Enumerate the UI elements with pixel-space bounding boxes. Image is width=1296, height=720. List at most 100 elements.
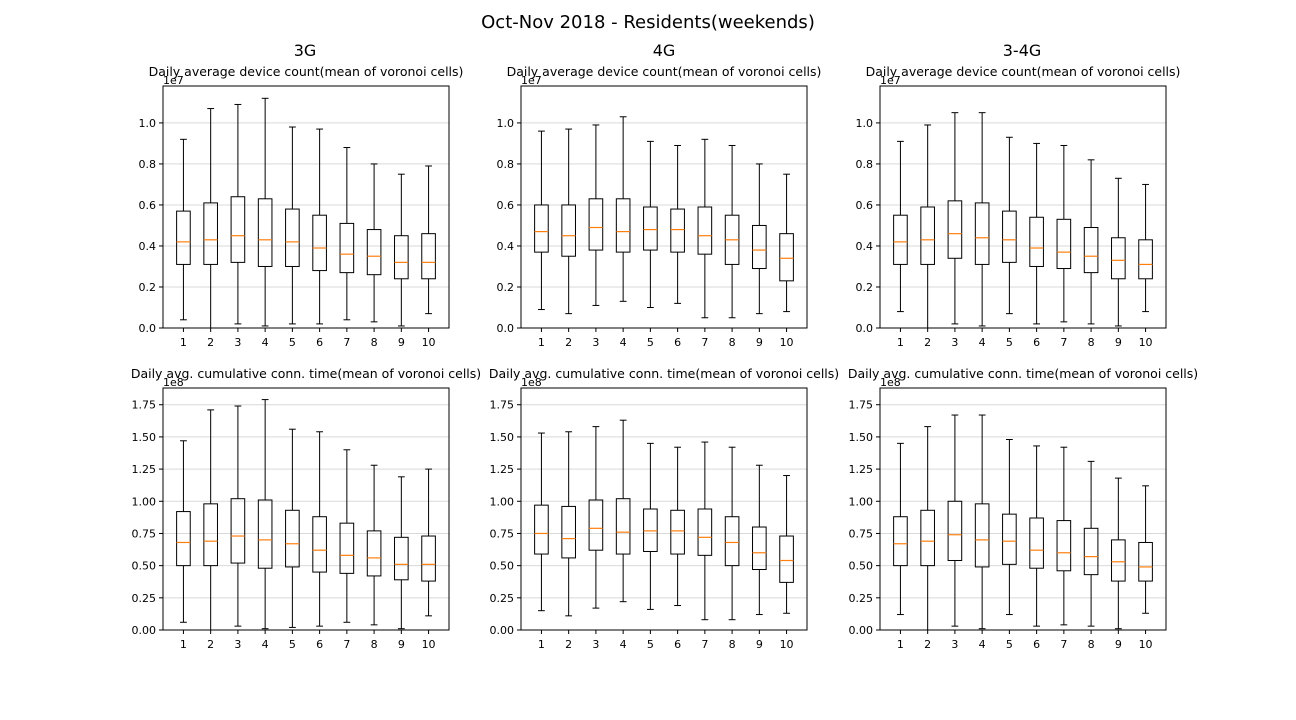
box-10	[1138, 183, 1153, 313]
y-tick-label: 1.75	[132, 399, 157, 412]
y-scale-label: 1e7	[880, 74, 901, 87]
x-tick-label: 1	[180, 336, 187, 349]
box-2	[203, 108, 218, 329]
y-tick-label: 0.00	[849, 624, 874, 637]
iqr-box	[534, 204, 549, 253]
box-10	[421, 165, 436, 315]
subplot-5: 0.00 0.25 0.50 0.75 1.00 1.25 1.50 1.75 1 2 3 4 5 6 7 8…	[489, 366, 839, 651]
box-5	[285, 428, 300, 628]
x-tick-label: 10	[1139, 336, 1153, 349]
iqr-box	[779, 233, 794, 282]
iqr-box	[285, 208, 300, 267]
box-9	[394, 173, 409, 327]
iqr-box	[339, 522, 355, 574]
box-9	[394, 476, 409, 630]
box-2	[561, 431, 576, 617]
x-tick-label: 2	[207, 638, 214, 651]
iqr-box	[1083, 227, 1099, 274]
iqr-box	[230, 196, 246, 263]
axes-frame	[879, 387, 1167, 631]
iqr-box	[1029, 517, 1044, 569]
x-tick-label: 4	[262, 336, 269, 349]
box-6	[1029, 445, 1044, 627]
box-2	[561, 128, 576, 315]
x-tick-label: 7	[701, 336, 708, 349]
box-6	[1029, 142, 1044, 325]
x-tick-label: 1	[897, 638, 904, 651]
y-tick-label: 1.0	[856, 117, 874, 130]
iqr-box	[421, 233, 436, 280]
y-tick-label: 1.0	[139, 117, 157, 130]
column-title-3g: 3G	[294, 41, 317, 60]
x-tick-label: 8	[371, 336, 378, 349]
x-tick-label: 5	[1006, 336, 1013, 349]
y-tick-label: 1.50	[849, 431, 874, 444]
subplot-title: Daily avg. cumulative conn. time(mean of…	[131, 366, 481, 381]
box-7	[339, 449, 355, 623]
x-tick-label: 5	[647, 336, 654, 349]
iqr-box	[920, 509, 935, 567]
y-tick-label: 1.00	[849, 495, 874, 508]
x-tick-label: 1	[897, 336, 904, 349]
y-tick-label: 0.2	[139, 281, 157, 294]
figure-suptitle: Oct-Nov 2018 - Residents(weekends)	[481, 12, 815, 33]
x-tick-label: 2	[207, 336, 214, 349]
box-3	[230, 103, 246, 325]
x-tick-label: 7	[701, 638, 708, 651]
x-tick-label: 8	[371, 638, 378, 651]
box-8	[724, 144, 740, 319]
iqr-box	[366, 530, 382, 577]
x-tick-label: 4	[620, 638, 627, 651]
x-tick-label: 2	[565, 638, 572, 651]
x-tick-label: 7	[1060, 638, 1067, 651]
iqr-box	[561, 505, 576, 559]
iqr-box	[1002, 513, 1017, 565]
y-tick-label: 0.4	[139, 240, 157, 253]
iqr-box	[257, 198, 273, 267]
box-3	[230, 405, 246, 627]
x-tick-label: 4	[262, 638, 269, 651]
x-tick-label: 7	[343, 336, 350, 349]
x-tick-label: 1	[538, 336, 545, 349]
x-tick-label: 1	[538, 638, 545, 651]
box-6	[670, 144, 685, 304]
iqr-box	[670, 208, 685, 253]
x-tick-label: 9	[756, 336, 763, 349]
subplot-4: 0.00 0.25 0.50 0.75 1.00 1.25 1.50 1.75 1 2 3 4 5 6 7 8…	[131, 366, 481, 651]
y-tick-label: 0.50	[132, 560, 157, 573]
y-tick-label: 0.50	[490, 560, 515, 573]
x-tick-label: 3	[951, 638, 958, 651]
box-2	[920, 426, 935, 631]
iqr-box	[1029, 216, 1044, 267]
box-6	[312, 431, 327, 627]
box-10	[779, 173, 794, 313]
box-5	[643, 140, 658, 308]
box-2	[203, 409, 218, 631]
y-tick-label: 0.25	[849, 592, 874, 605]
iqr-box	[947, 200, 963, 259]
x-tick-label: 10	[780, 336, 794, 349]
iqr-box	[779, 535, 794, 583]
box-7	[697, 138, 713, 319]
y-tick-label: 1.50	[132, 431, 157, 444]
x-tick-label: 10	[1139, 638, 1153, 651]
box-1	[534, 130, 549, 311]
iqr-box	[285, 509, 300, 568]
iqr-box	[1138, 541, 1153, 582]
iqr-box	[1083, 527, 1099, 576]
x-tick-label: 8	[729, 336, 736, 349]
box-4	[615, 116, 631, 302]
box-9	[1111, 177, 1126, 327]
x-tick-label: 6	[1033, 638, 1040, 651]
x-tick-label: 5	[647, 638, 654, 651]
iqr-box	[203, 202, 218, 265]
x-tick-label: 2	[565, 336, 572, 349]
box-7	[1056, 144, 1072, 323]
x-tick-label: 6	[316, 638, 323, 651]
iqr-box	[643, 206, 658, 251]
iqr-box	[394, 235, 409, 280]
x-tick-label: 6	[674, 336, 681, 349]
box-5	[643, 442, 658, 610]
x-tick-label: 10	[422, 638, 436, 651]
